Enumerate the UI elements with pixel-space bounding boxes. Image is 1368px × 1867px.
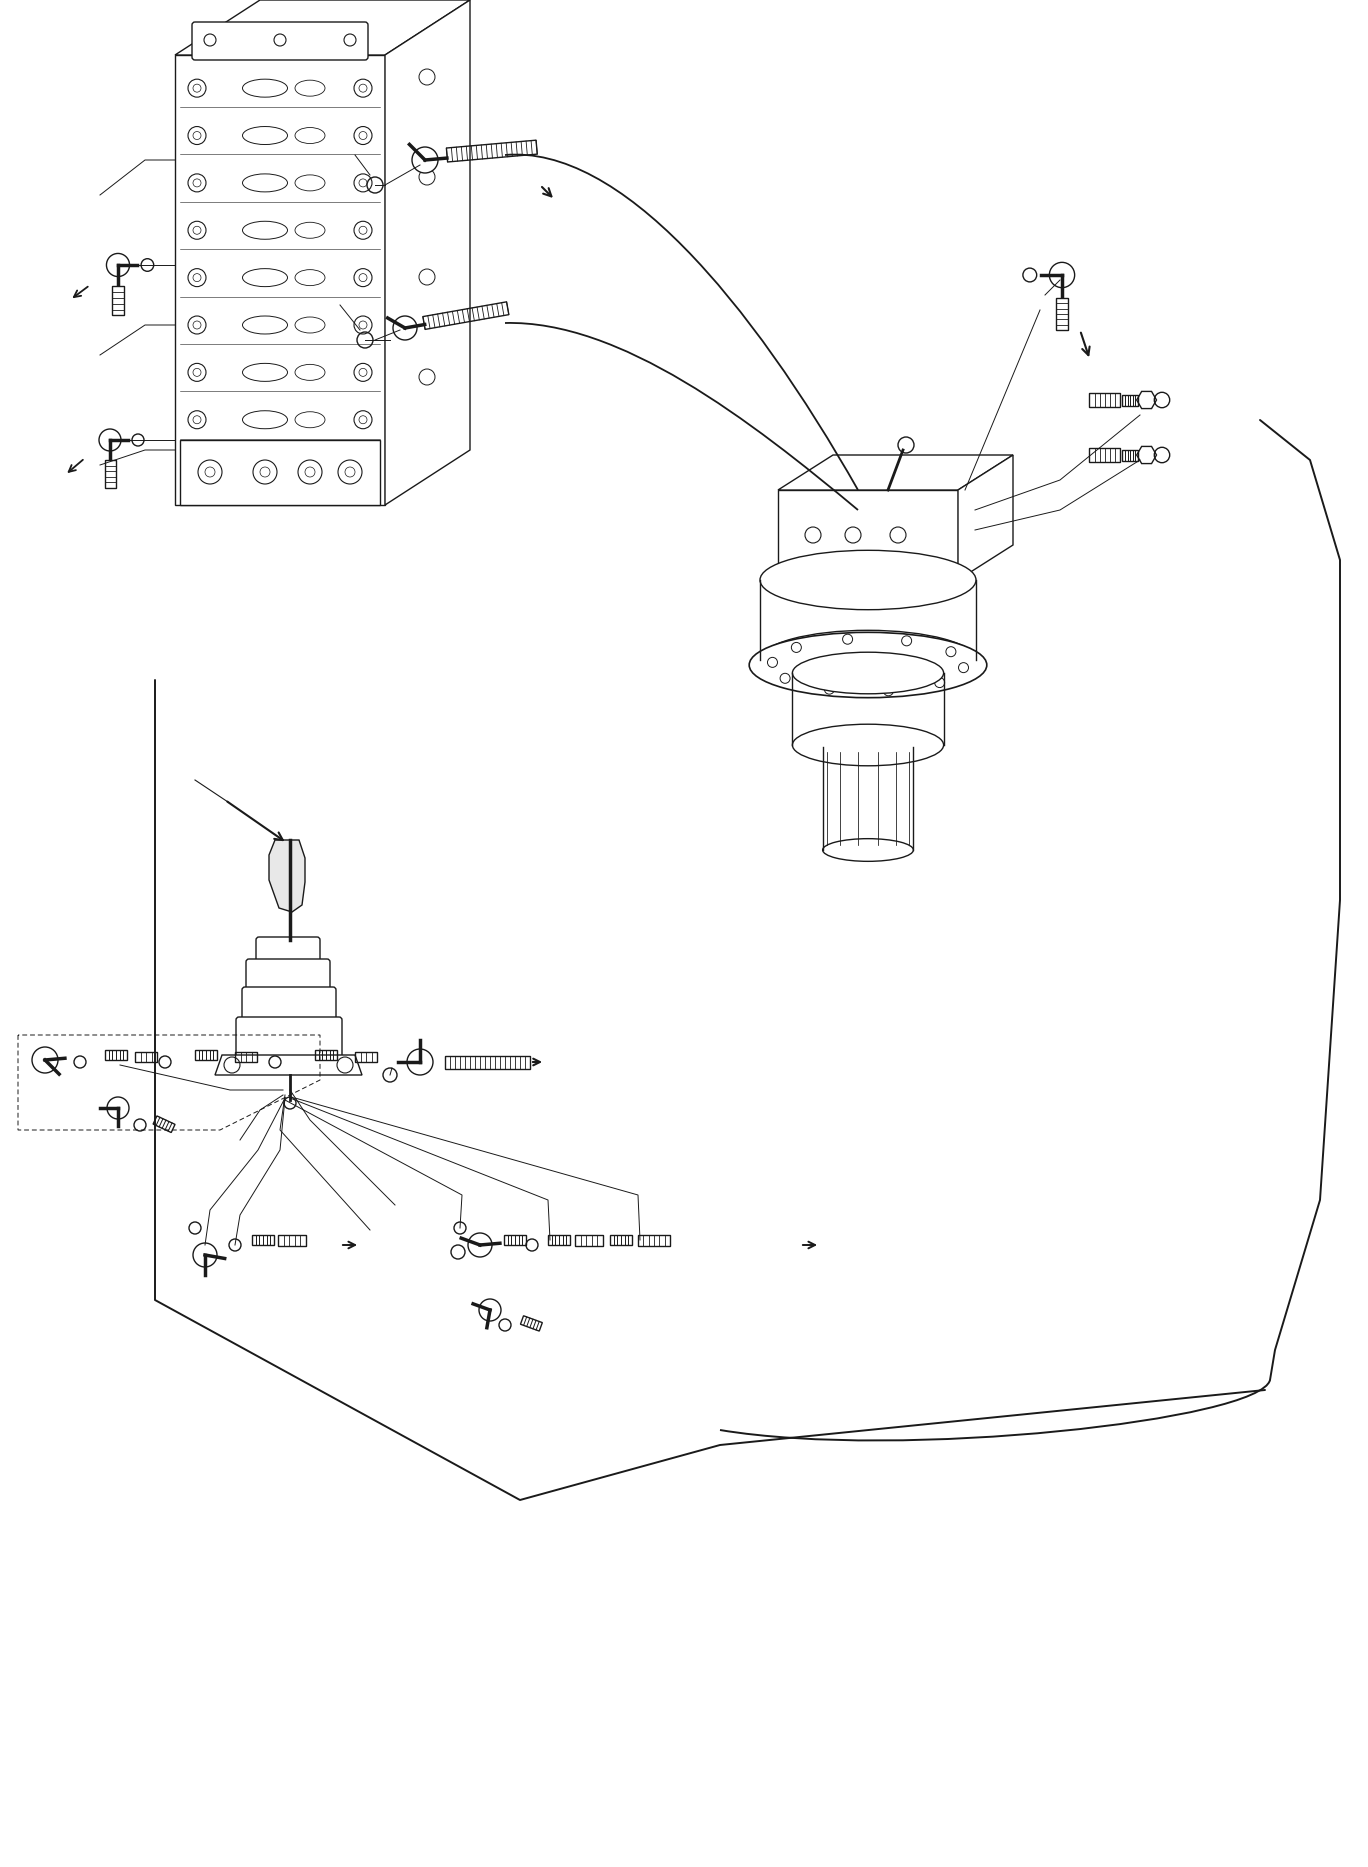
Polygon shape [269, 840, 305, 911]
Circle shape [1049, 263, 1075, 288]
Circle shape [98, 429, 120, 452]
Circle shape [468, 1232, 492, 1256]
Circle shape [902, 637, 911, 646]
FancyBboxPatch shape [192, 22, 368, 60]
FancyBboxPatch shape [242, 988, 337, 1023]
Circle shape [107, 1098, 129, 1118]
Ellipse shape [792, 652, 944, 695]
Ellipse shape [761, 631, 975, 689]
Bar [181, 441, 380, 504]
Polygon shape [215, 1055, 363, 1075]
FancyBboxPatch shape [256, 937, 320, 965]
Circle shape [193, 1243, 218, 1268]
FancyBboxPatch shape [237, 1018, 342, 1059]
Circle shape [780, 674, 791, 683]
Ellipse shape [750, 633, 986, 698]
Circle shape [767, 657, 777, 667]
Polygon shape [778, 489, 958, 581]
Circle shape [843, 635, 852, 644]
Circle shape [825, 683, 834, 695]
Polygon shape [958, 456, 1012, 581]
Polygon shape [384, 0, 471, 504]
Circle shape [408, 1049, 434, 1075]
Polygon shape [175, 0, 471, 54]
Circle shape [884, 685, 893, 696]
Circle shape [934, 678, 945, 687]
Circle shape [31, 1047, 57, 1074]
Circle shape [479, 1299, 501, 1322]
Circle shape [393, 316, 417, 340]
FancyBboxPatch shape [246, 960, 330, 993]
Circle shape [945, 646, 956, 657]
Polygon shape [175, 54, 384, 504]
Ellipse shape [792, 724, 944, 765]
Circle shape [107, 254, 130, 276]
Circle shape [791, 642, 802, 652]
Circle shape [959, 663, 969, 672]
Circle shape [412, 147, 438, 174]
Polygon shape [778, 456, 1012, 489]
Ellipse shape [822, 838, 914, 861]
Ellipse shape [761, 551, 975, 611]
